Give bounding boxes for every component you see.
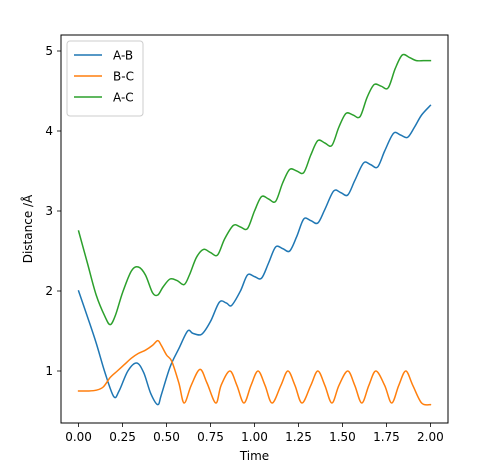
series-line-a-b xyxy=(77,104,432,406)
y-tick-label: 3 xyxy=(45,204,53,218)
x-tick-label: 0.75 xyxy=(197,430,224,444)
y-tick-label: 2 xyxy=(45,284,53,298)
x-tick-label: 1.75 xyxy=(373,430,400,444)
x-tick-label: 0.50 xyxy=(153,430,180,444)
series-line-a-c xyxy=(77,53,432,326)
legend-label-b-c: B-C xyxy=(113,70,134,84)
y-axis-ticks: 1 2 3 4 5 xyxy=(45,44,61,378)
x-tick-label: 2.00 xyxy=(417,430,444,444)
x-axis-label: Time xyxy=(239,449,269,463)
y-tick-label: 5 xyxy=(45,44,53,58)
legend-label-a-c: A-C xyxy=(113,91,134,105)
series-line-b-c xyxy=(77,339,432,406)
y-axis-label: Distance /Å xyxy=(20,194,35,263)
y-tick-label: 4 xyxy=(45,124,53,138)
x-tick-label: 0.00 xyxy=(65,430,92,444)
legend: A-B B-C A-C xyxy=(66,40,144,117)
x-tick-label: 1.00 xyxy=(241,430,268,444)
series-layer xyxy=(77,53,432,406)
legend-label-a-b: A-B xyxy=(113,49,133,63)
x-tick-label: 1.25 xyxy=(285,430,312,444)
y-tick-label: 1 xyxy=(45,364,53,378)
x-axis-ticks: 0.00 0.25 0.50 0.75 1.00 1.25 1.50 1.75 2.00 xyxy=(65,423,444,444)
x-tick-label: 0.25 xyxy=(109,430,136,444)
x-tick-label: 1.50 xyxy=(329,430,356,444)
